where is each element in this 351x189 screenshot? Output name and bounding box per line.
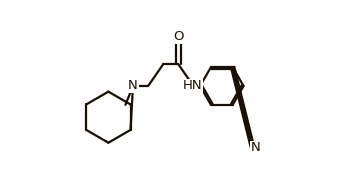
Text: N: N — [128, 80, 138, 92]
Text: N: N — [251, 141, 260, 154]
Text: O: O — [173, 30, 184, 43]
Text: HN: HN — [183, 80, 202, 92]
